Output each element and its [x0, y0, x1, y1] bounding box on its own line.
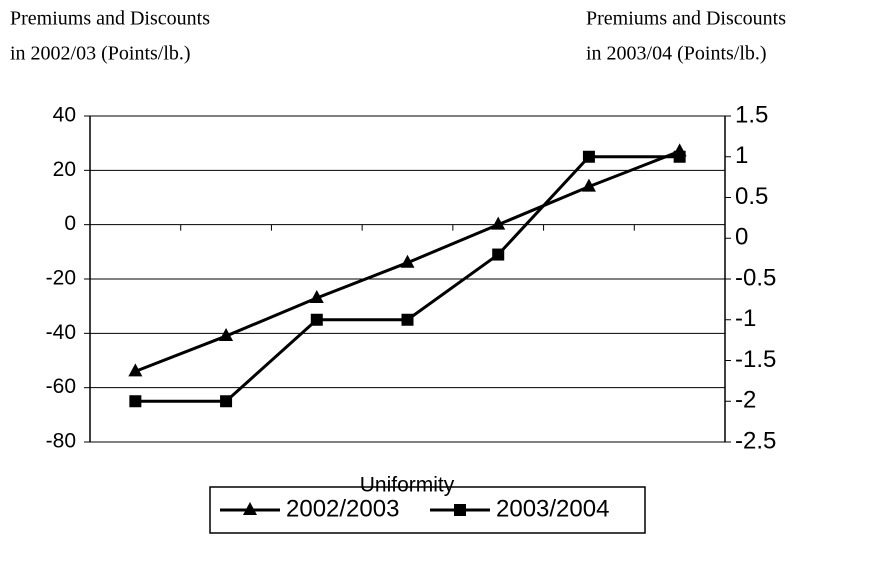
y2-axis-title: in 2003/04 (Points/lb.)	[586, 43, 767, 65]
x-axis-title: Uniformity	[360, 474, 455, 497]
y2-tick-label: 1	[735, 142, 748, 169]
y-tick-label: -40	[46, 321, 76, 344]
marker	[400, 254, 415, 268]
y-tick-label: -60	[46, 375, 76, 398]
y2-tick-label: -1	[735, 305, 756, 332]
y-tick-label: 40	[53, 104, 76, 127]
y-tick-label: -20	[46, 267, 76, 290]
legend-label: 2003/2004	[496, 495, 609, 522]
y2-tick-label: 0	[735, 224, 748, 251]
marker	[128, 363, 143, 377]
legend-label: 2002/2003	[286, 495, 399, 522]
y2-tick-label: -0.5	[735, 264, 776, 291]
y2-tick-label: -1.5	[735, 346, 776, 373]
marker	[491, 216, 506, 230]
marker	[309, 290, 324, 304]
y2-tick-label: -2.5	[735, 427, 776, 454]
y2-tick-label: 1.5	[735, 101, 768, 128]
y2-axis-title: Premiums and Discounts	[586, 8, 786, 30]
legend-marker	[454, 504, 466, 516]
legend-marker	[243, 502, 257, 515]
legend-box	[209, 486, 646, 534]
marker	[129, 395, 142, 408]
marker	[492, 248, 505, 261]
y-axis-title: in 2002/03 (Points/lb.)	[10, 43, 191, 65]
marker	[310, 313, 323, 326]
marker	[401, 313, 414, 326]
y2-tick-label: 0.5	[735, 183, 768, 210]
y-axis-title: Premiums and Discounts	[10, 8, 210, 30]
marker	[220, 395, 233, 408]
y-tick-label: 0	[64, 212, 76, 235]
y-tick-label: 20	[53, 158, 76, 181]
marker	[219, 328, 234, 342]
marker	[673, 150, 686, 163]
y-tick-label: -80	[46, 430, 76, 453]
y2-tick-label: -2	[735, 387, 756, 414]
marker	[581, 178, 596, 192]
marker	[582, 150, 595, 163]
